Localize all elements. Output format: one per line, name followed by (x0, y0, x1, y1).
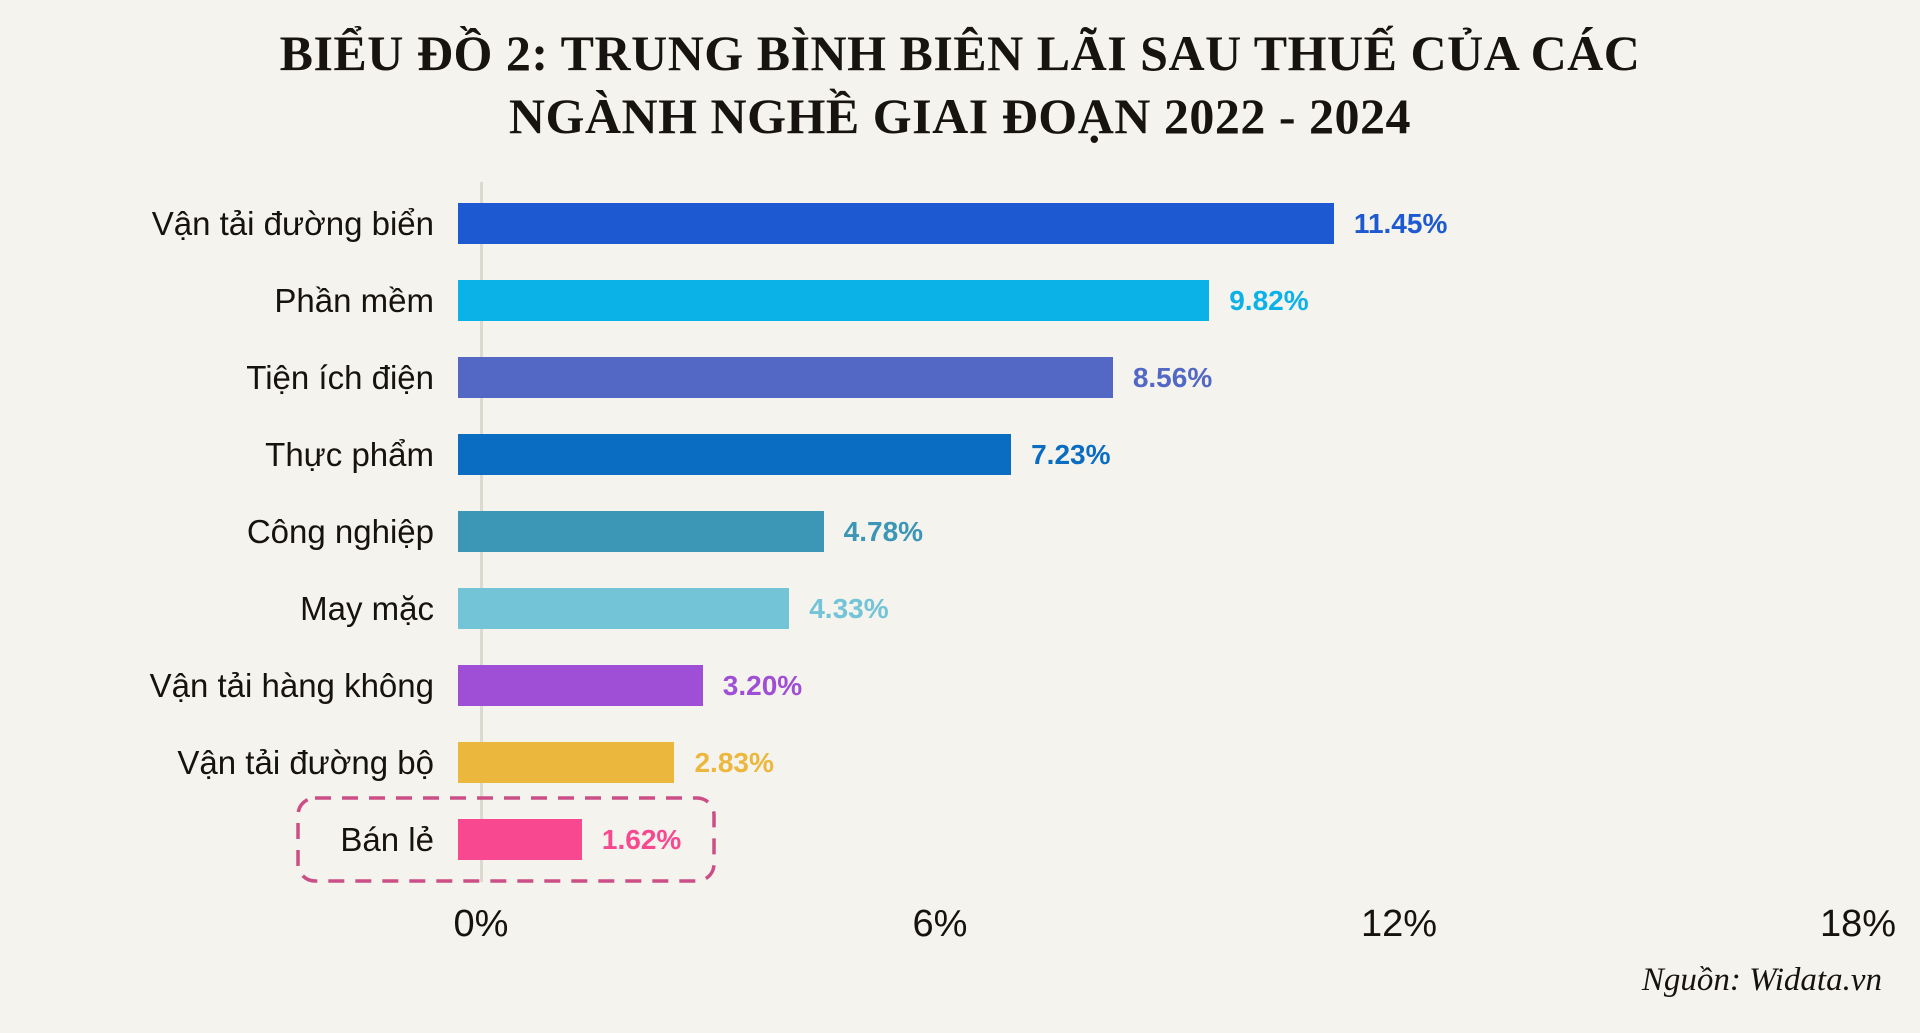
chart-row: Vận tải hàng không 3.20% (0, 647, 1920, 724)
chart-row: Vận tải đường biển 11.45% (0, 185, 1920, 262)
chart-row: May mặc 4.33% (0, 570, 1920, 647)
category-label: May mặc (300, 589, 434, 627)
chart-row: Phần mềm 9.82% (0, 262, 1920, 339)
bar (458, 203, 1334, 244)
chart-title: BIỂU ĐỒ 2: TRUNG BÌNH BIÊN LÃI SAU THUẾ … (0, 22, 1920, 148)
bar-value-label: 7.23% (1031, 438, 1111, 470)
category-label: Vận tải đường bộ (177, 743, 434, 781)
bar (458, 434, 1012, 475)
chart-row: Công nghiệp 4.78% (0, 493, 1920, 570)
bar-value-label: 3.20% (722, 669, 803, 701)
category-label: Thực phẩm (265, 435, 434, 473)
bar-value-label: 2.83% (694, 746, 774, 778)
category-label: Vận tải hàng không (149, 666, 434, 704)
chart-title-line2: NGÀNH NGHỀ GIAI ĐOẠN 2022 - 2024 (508, 88, 1412, 144)
bar-value-label: 4.33% (809, 592, 889, 624)
bar (458, 280, 1210, 321)
bar-track: 1.62% (458, 819, 1835, 860)
x-axis-ticks: 0% 6% 12% 18% (0, 903, 1920, 953)
bar-track: 8.56% (458, 357, 1835, 398)
bar-track: 4.33% (458, 588, 1835, 629)
chart-rows: Vận tải đường biển 11.45% Phần mềm 9.82% Tiệ… (0, 185, 1920, 878)
bar-track: 4.78% (458, 511, 1835, 552)
chart-row: Thực phẩm 7.23% (0, 416, 1920, 493)
category-label: Phần mềm (274, 281, 434, 319)
source-note: Nguồn: Widata.vn (1641, 962, 1882, 998)
bar-value-label: 4.78% (843, 515, 924, 547)
bar (458, 511, 824, 552)
bar-value-label: 1.62% (601, 823, 682, 855)
chart-row: Vận tải đường bộ 2.83% (0, 724, 1920, 801)
bar (458, 819, 582, 860)
category-label: Tiện ích điện (246, 358, 434, 396)
chart-title-line1: BIỂU ĐỒ 2: TRUNG BÌNH BIÊN LÃI SAU THUẾ … (279, 25, 1641, 81)
category-label: Công nghiệp (246, 512, 434, 550)
bar-track: 7.23% (458, 434, 1835, 475)
category-label: Bán lẻ (340, 820, 434, 858)
bar-value-label: 9.82% (1229, 284, 1309, 316)
bar-track: 9.82% (458, 280, 1835, 321)
x-tick-label: 18% (1819, 903, 1897, 945)
bar-value-label: 11.45% (1353, 207, 1448, 239)
bar-track: 3.20% (458, 665, 1835, 706)
bar (458, 665, 703, 706)
bar-track: 2.83% (458, 742, 1835, 783)
x-tick-label: 6% (912, 903, 968, 945)
bar (458, 588, 790, 629)
chart-row: Tiện ích điện 8.56% (0, 339, 1920, 416)
category-label: Vận tải đường biển (151, 204, 434, 242)
x-tick-label: 12% (1360, 903, 1438, 945)
bar-value-label: 8.56% (1132, 361, 1213, 393)
x-tick-label: 0% (453, 903, 509, 945)
bar (458, 357, 1113, 398)
bar-track: 11.45% (458, 203, 1835, 244)
chart-row: Bán lẻ 1.62% (0, 801, 1920, 878)
bar (458, 742, 675, 783)
